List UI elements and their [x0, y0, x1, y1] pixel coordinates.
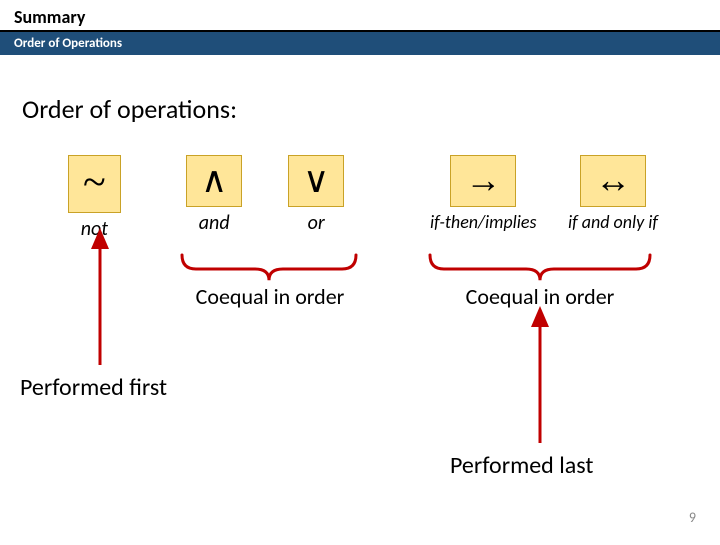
op-implies-symbol: →	[450, 155, 516, 207]
performed-last-label: Performed last	[450, 451, 593, 480]
op-or-symbol: ∨	[288, 155, 344, 207]
coequal-left: Coequal in order	[170, 283, 370, 310]
performed-first-label: Performed first	[20, 373, 167, 402]
op-not: ~ not	[68, 155, 121, 241]
page-number: 9	[689, 509, 696, 526]
op-and: ∧ and	[186, 155, 242, 235]
op-iff: ↔ if and only if	[568, 155, 658, 233]
op-implies-label: if-then/implies	[430, 211, 537, 233]
op-not-label: not	[68, 217, 121, 241]
page-title: Summary	[14, 6, 706, 28]
content-heading: Order of operations:	[22, 93, 237, 125]
op-and-symbol: ∧	[186, 155, 242, 207]
op-iff-symbol: ↔	[580, 155, 646, 207]
op-implies: → if-then/implies	[430, 155, 537, 233]
op-or: ∨ or	[288, 155, 344, 235]
op-not-symbol: ~	[68, 155, 121, 213]
coequal-right: Coequal in order	[440, 283, 640, 310]
op-or-label: or	[288, 211, 344, 235]
subtitle-bar: Order of Operations	[0, 32, 720, 55]
op-and-label: and	[186, 211, 242, 235]
op-iff-label: if and only if	[568, 211, 658, 233]
title-bar: Summary	[0, 0, 720, 32]
